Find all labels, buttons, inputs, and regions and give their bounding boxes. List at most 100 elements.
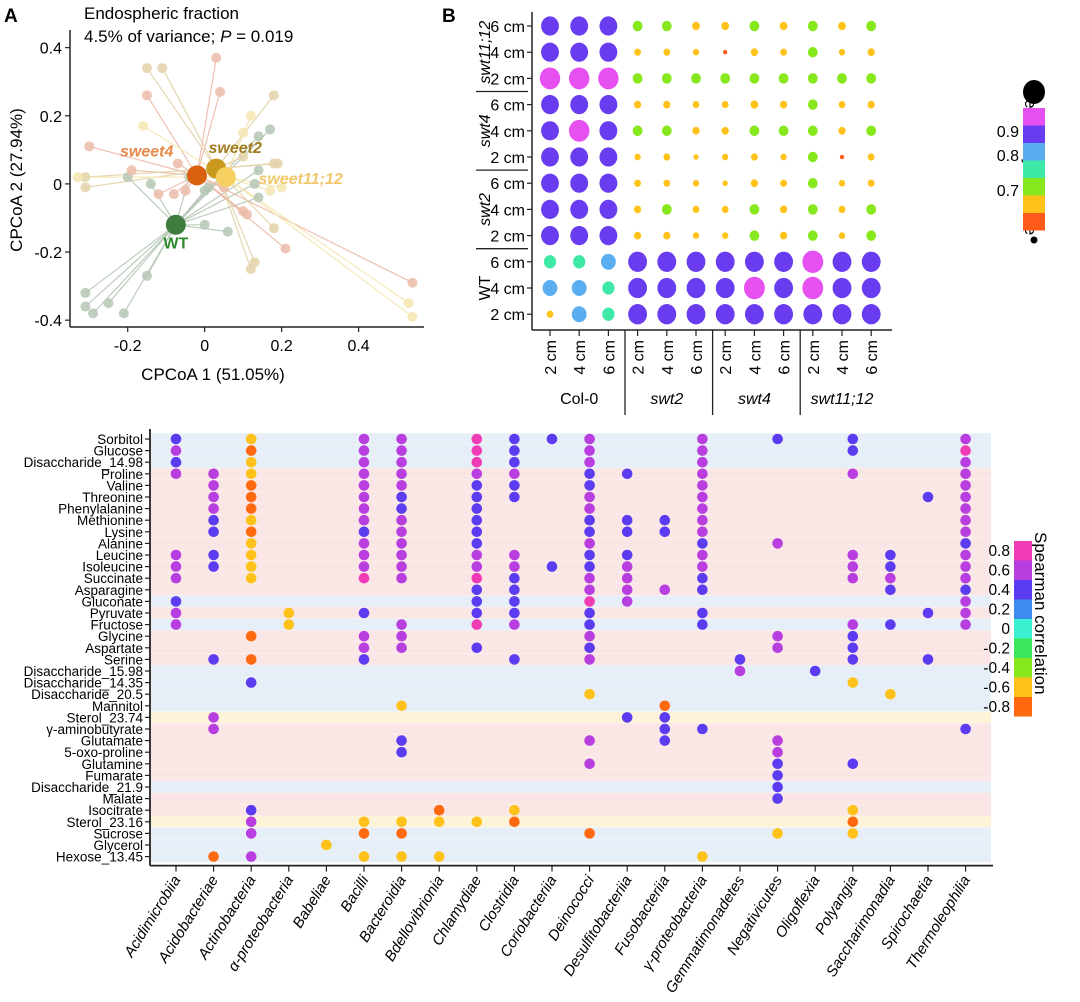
correlation-dot [584,549,595,561]
correlation-dot [396,642,407,654]
bray-dot [749,125,760,137]
bray-dot [774,251,794,272]
bray-dot [867,100,875,109]
sample-point [80,301,91,312]
correlation-dot [471,561,483,572]
correlation-dot [509,596,520,607]
bray-dot [867,153,875,161]
row-band [151,595,991,608]
bray-dot [541,121,559,141]
correlation-dot [509,480,520,491]
bray-dot [569,67,590,90]
bray-dot [838,48,846,56]
column-label: Bacilli [337,872,373,915]
correlation-dot [960,491,971,503]
correlation-dot [358,433,370,445]
bray-dot [570,226,589,246]
correlation-dot [960,607,971,619]
correlation-dot [772,735,783,746]
correlation-dot [584,538,595,549]
correlation-dot [584,596,595,607]
bray-dot [661,204,672,215]
correlation-dot [396,456,407,468]
bray-dot [541,173,559,193]
correlation-dot [358,549,370,561]
bray-dot [599,173,618,193]
correlation-dot [960,538,971,549]
x-tick-label: 4 cm [660,340,677,375]
x-group-label: swt11;12 [811,391,874,408]
bray-dot [722,232,729,239]
sample-point [407,277,418,288]
row-label: Disaccharide_20.5 [31,687,143,702]
bray-dot [599,42,618,62]
bray-dot [807,125,818,137]
sample-point [80,182,91,193]
bray-legend-tick: 0.7 [997,183,1019,200]
bray-dot [692,205,700,214]
bray-dot [715,251,735,272]
spider-line [161,67,217,169]
bray-dot [692,179,700,187]
row-label: Leucine [96,548,143,563]
correlation-dot [772,642,783,654]
correlation-dot [659,712,671,723]
row-label: Malate [102,792,143,807]
bray-dot [602,281,615,295]
correlation-dot [509,804,520,816]
row-band [151,711,991,724]
bray-dot [749,204,760,215]
spider-line [108,224,177,304]
sample-point [141,63,152,74]
correlation-dot [847,677,859,688]
sample-point [72,172,83,183]
correlation-dot [885,572,896,584]
spider-line [146,67,217,169]
bray-dot [807,230,818,241]
correlation-dot [697,538,708,549]
row-band [151,734,991,747]
correlation-dot [245,561,257,572]
correlation-dot [471,456,483,468]
bray-dot [628,277,648,299]
bray-dot [715,277,735,299]
bray-legend-swatch [1023,178,1045,196]
row-label: Pyruvate [90,606,143,621]
bray-dot [749,20,760,32]
row-band [151,653,991,666]
x-tick-label: 2 cm [806,340,823,375]
correlation-dot [245,804,257,816]
correlation-dot [396,480,407,491]
correlation-dot [471,619,483,630]
bray-dot [541,42,559,62]
correlation-dot [170,445,182,456]
correlation-dot [509,491,520,503]
correlation-dot [922,491,934,503]
bray-dot [838,126,846,135]
correlation-dot [960,468,971,480]
sample-point [238,151,249,162]
row-label: Mannitol [92,699,143,714]
correlation-dot [584,468,595,480]
correlation-dot [584,561,595,572]
correlation-dot [396,538,407,549]
y-tick-label: 0 [53,177,62,194]
row-label: Disaccharide_21.9 [31,780,143,795]
correlation-dot [358,816,370,828]
correlation-dot [621,572,633,584]
bray-dot [663,153,671,161]
correlation-dot [433,816,445,828]
sample-point [80,287,91,298]
bray-dot [866,125,877,137]
correlation-dot [358,538,370,549]
bray-dot [807,151,818,163]
bray-dot [802,276,824,300]
bray-dot [721,126,729,135]
row-label: Sterol_23.74 [66,710,143,725]
correlation-dot [358,503,370,514]
correlation-dot [396,572,407,584]
correlation-dot [358,456,370,468]
y-axis-label: CPCoA 2 (27.94%) [7,108,26,252]
